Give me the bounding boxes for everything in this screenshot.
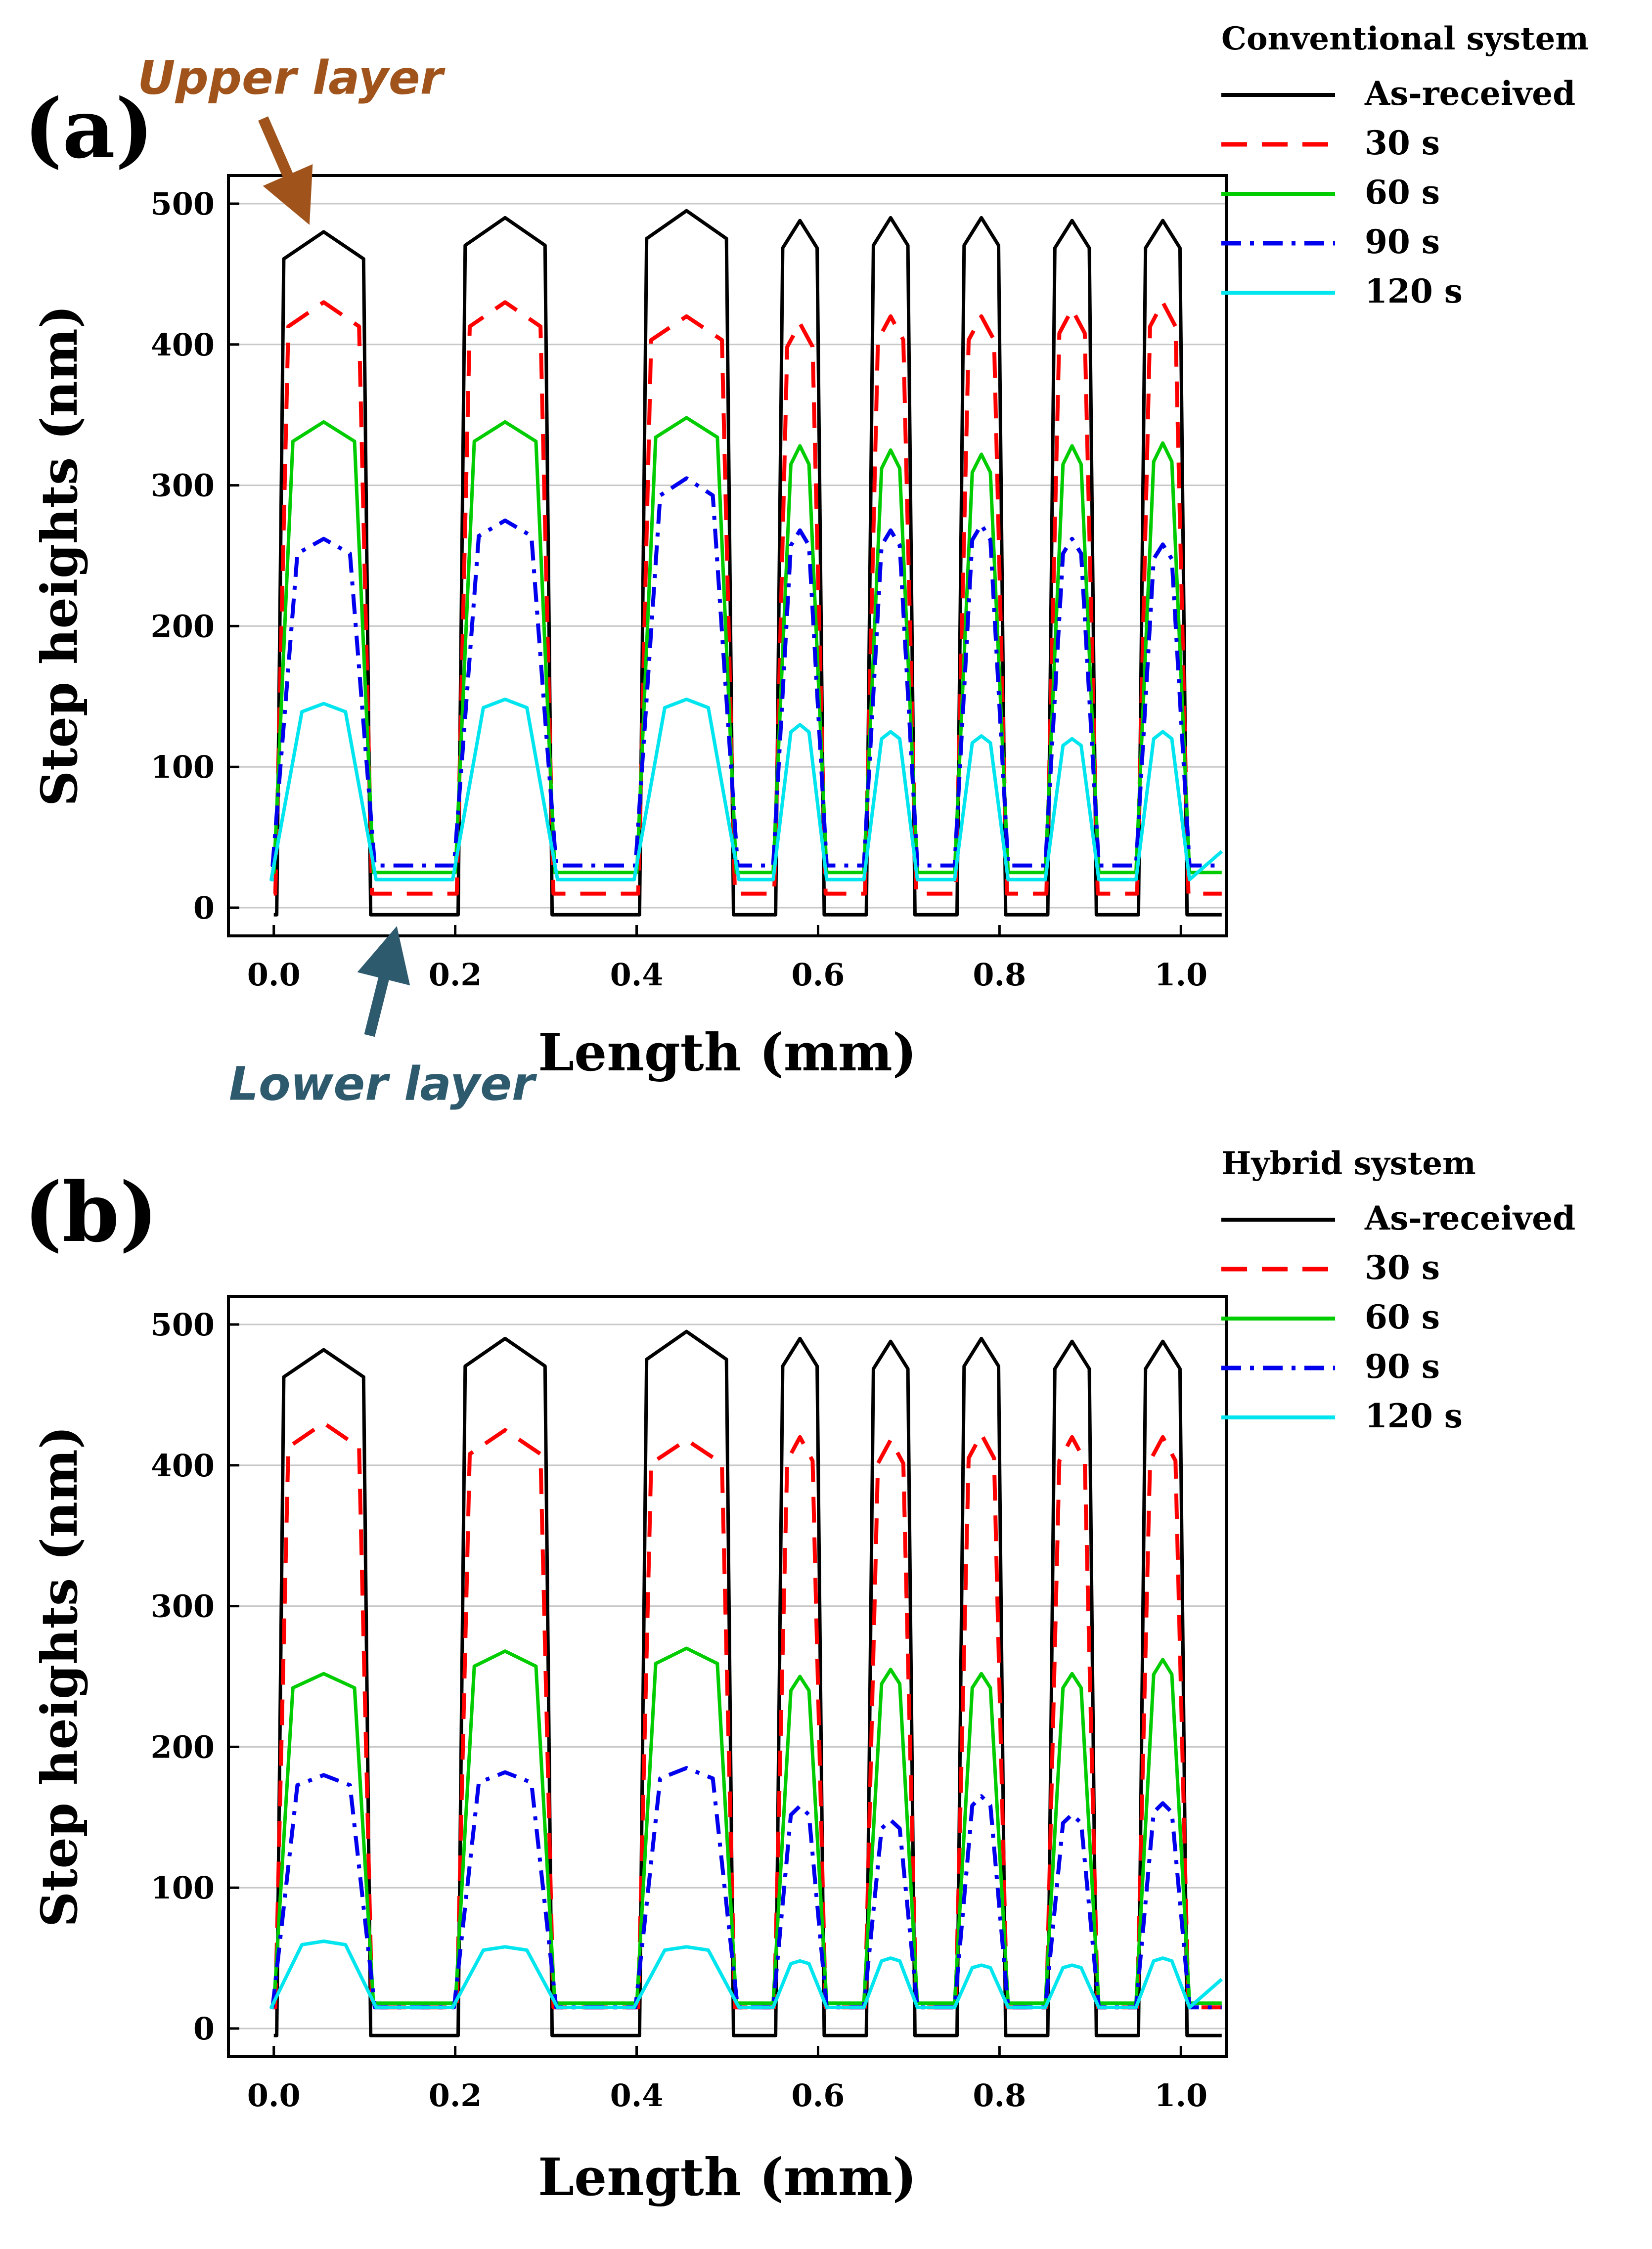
y-tick-label: 100 bbox=[151, 1870, 215, 1906]
legend: Conventional system As-received 30 s 60 s 90… bbox=[1221, 20, 1589, 310]
x-tick-label: 0.0 bbox=[247, 957, 301, 993]
series-line-30-s bbox=[273, 1421, 1222, 2010]
y-tick-label: 300 bbox=[151, 1588, 215, 1625]
y-tick-label: 500 bbox=[151, 1307, 215, 1343]
y-tick-label: 200 bbox=[151, 1729, 215, 1765]
panel-b-chart: 0 100 200 300 400 500 0.0 0.2 0.4 0.6 0.8 1.0 Length… bbox=[24, 1145, 1575, 2207]
plot-frame bbox=[227, 1295, 1228, 2058]
x-tick-label: 0.6 bbox=[792, 2077, 845, 2114]
legend-entry: 90 s bbox=[1365, 222, 1440, 261]
y-tick-label: 0 bbox=[193, 890, 215, 926]
y-tick-label: 0 bbox=[193, 2011, 215, 2047]
x-tick-label: 0.0 bbox=[247, 2077, 301, 2114]
legend: Hybrid system As-received 30 s 60 s 90 s 120 … bbox=[1221, 1145, 1575, 1435]
x-tick-label: 0.4 bbox=[610, 2077, 664, 2114]
annotation-label: Upper layer bbox=[137, 51, 446, 105]
legend-entry: 120 s bbox=[1365, 272, 1463, 310]
legend-entry: 30 s bbox=[1365, 124, 1440, 162]
panel-label: (a) bbox=[24, 81, 154, 176]
x-tick-label: 0.2 bbox=[429, 957, 482, 993]
x-axis-label: Length (mm) bbox=[538, 1022, 917, 1083]
legend-entry: 60 s bbox=[1365, 1298, 1440, 1336]
x-tick-label: 0.6 bbox=[792, 957, 845, 993]
series-line-90-s bbox=[270, 476, 1222, 868]
y-tick-label: 400 bbox=[151, 1448, 215, 1484]
x-tick-label: 0.8 bbox=[973, 957, 1026, 993]
legend-title: Conventional system bbox=[1221, 20, 1589, 57]
y-axis-label: Step heights (nm) bbox=[30, 1426, 89, 1927]
x-tick-label: 1.0 bbox=[1154, 957, 1207, 993]
legend-entry: 60 s bbox=[1365, 173, 1440, 212]
legend-entry: 30 s bbox=[1365, 1248, 1440, 1287]
x-tick-label: 1.0 bbox=[1154, 2077, 1207, 2114]
y-tick-label: 200 bbox=[151, 608, 215, 644]
upper-layer-annotation: Upper layer bbox=[137, 51, 446, 225]
series-line-120-s bbox=[269, 1940, 1223, 2009]
panel-label: (b) bbox=[24, 1164, 158, 1260]
legend-entry: As-received bbox=[1364, 1199, 1575, 1237]
series-line-120-s bbox=[269, 698, 1223, 882]
plot-frame bbox=[227, 174, 1228, 937]
legend-entry: 120 s bbox=[1365, 1397, 1463, 1435]
legend-entry: 90 s bbox=[1365, 1347, 1440, 1386]
series-line-60-s bbox=[272, 1646, 1222, 2005]
x-tick-label: 0.2 bbox=[429, 2077, 482, 2114]
series-line-60-s bbox=[272, 416, 1222, 875]
series-line-as-received bbox=[273, 1329, 1222, 2037]
y-tick-label: 500 bbox=[151, 186, 215, 222]
y-axis-label: Step heights (nm) bbox=[30, 305, 89, 806]
x-axis-label: Length (mm) bbox=[538, 2147, 917, 2207]
legend-entry: As-received bbox=[1364, 74, 1575, 113]
legend-title: Hybrid system bbox=[1221, 1145, 1476, 1182]
lower-layer-annotation: Lower layer bbox=[229, 926, 537, 1111]
panel-a-chart: 0 100 200 300 400 500 0.0 0.2 0.4 0.6 0.8 1.0 Length… bbox=[24, 20, 1589, 1111]
series-line-as-received bbox=[273, 209, 1222, 917]
y-tick-label: 100 bbox=[151, 749, 215, 785]
annotation-label: Lower layer bbox=[229, 1058, 537, 1111]
y-tick-label: 400 bbox=[151, 327, 215, 363]
arrow-icon bbox=[258, 116, 313, 225]
arrow-icon bbox=[357, 926, 410, 1037]
x-tick-label: 0.4 bbox=[610, 957, 664, 993]
y-tick-label: 300 bbox=[151, 468, 215, 504]
series-line-30-s bbox=[273, 300, 1222, 896]
x-tick-label: 0.8 bbox=[973, 2077, 1026, 2114]
